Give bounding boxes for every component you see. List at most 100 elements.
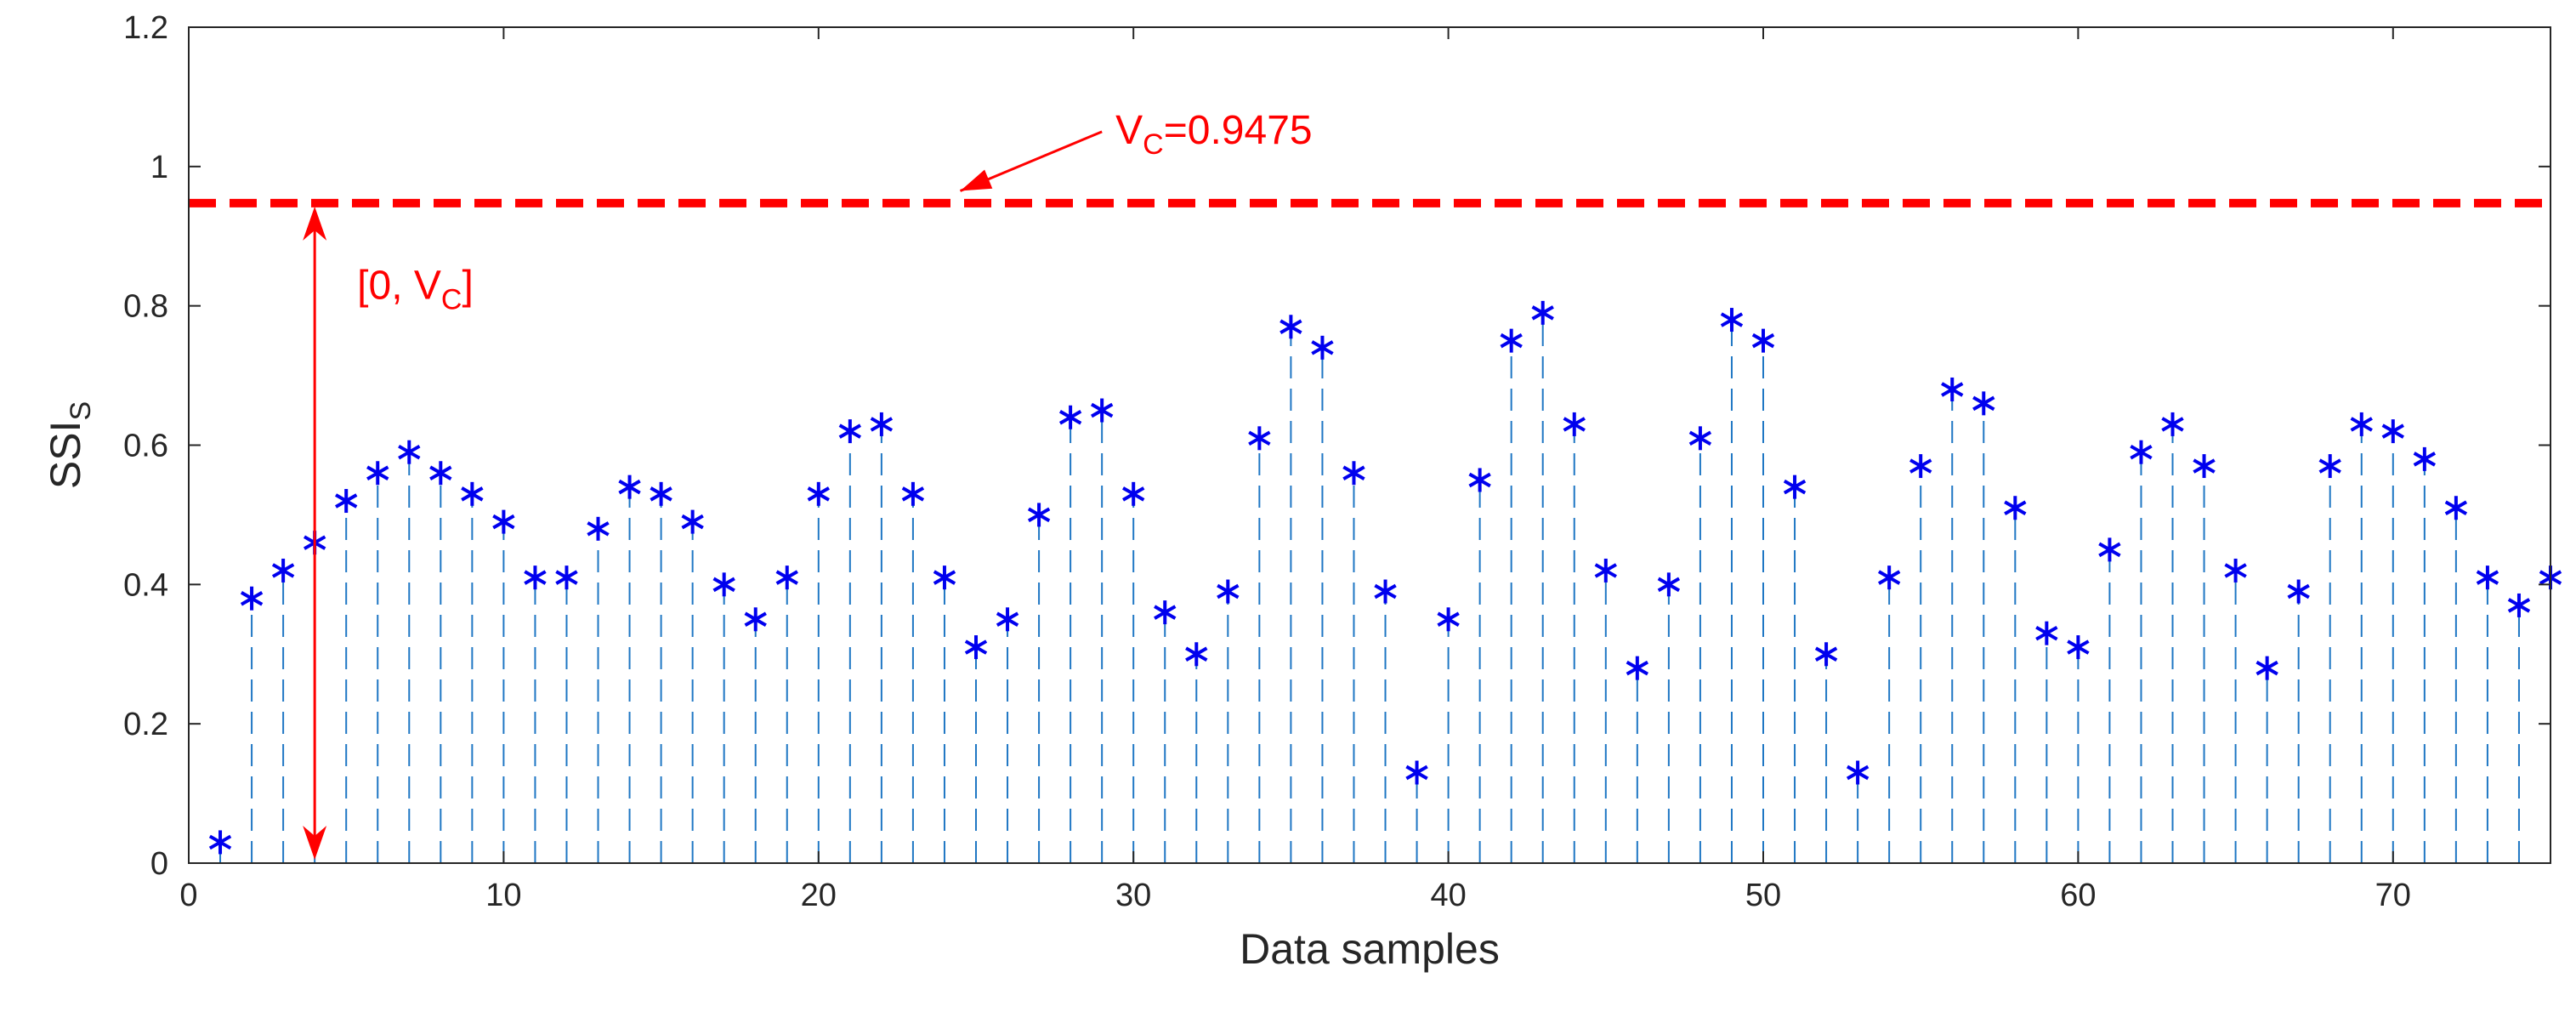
y-tick-label: 0 bbox=[150, 846, 168, 882]
data-point-marker bbox=[1217, 579, 1240, 604]
data-point-marker bbox=[1279, 315, 1302, 339]
data-point-marker bbox=[1626, 656, 1649, 680]
x-tick-label: 30 bbox=[1115, 878, 1151, 913]
data-point-marker bbox=[1720, 308, 1744, 332]
interval-label-subscript: C bbox=[441, 283, 462, 315]
data-point-marker bbox=[838, 419, 862, 444]
x-tick-label: 60 bbox=[2060, 878, 2096, 913]
threshold-label-value: =0.9475 bbox=[1164, 108, 1313, 153]
y-tick-label: 0.8 bbox=[123, 289, 168, 325]
x-axis-title: Data samples bbox=[1240, 925, 1500, 973]
data-point-marker bbox=[1374, 579, 1397, 604]
data-point-marker bbox=[240, 586, 264, 611]
data-point-marker bbox=[1027, 503, 1051, 527]
data-point-marker bbox=[2255, 656, 2278, 680]
y-tick-label: 0.2 bbox=[123, 707, 168, 742]
y-axis-title: SSIS bbox=[42, 401, 97, 489]
data-point-marker bbox=[1090, 398, 1114, 423]
data-point-marker bbox=[901, 481, 925, 506]
data-point-marker bbox=[1437, 607, 1460, 632]
data-point-marker bbox=[2287, 579, 2310, 604]
data-point-marker bbox=[618, 475, 641, 499]
data-point-marker bbox=[775, 565, 798, 590]
data-point-marker bbox=[1500, 328, 1523, 353]
data-point-marker bbox=[870, 412, 894, 436]
x-tick-label: 70 bbox=[2375, 878, 2411, 913]
data-point-marker bbox=[398, 440, 421, 464]
data-point-marker bbox=[429, 461, 452, 486]
data-point-marker bbox=[208, 830, 232, 855]
data-point-marker bbox=[1594, 558, 1617, 583]
data-point-marker bbox=[1122, 481, 1145, 506]
data-point-marker bbox=[2350, 412, 2373, 436]
interval-label-close: ] bbox=[462, 263, 473, 308]
data-point-marker bbox=[1877, 565, 1901, 590]
data-point-marker bbox=[2224, 558, 2247, 583]
interval-label-open: [0, V bbox=[357, 263, 441, 308]
data-point-marker bbox=[2413, 446, 2437, 471]
x-tick-label: 20 bbox=[801, 878, 837, 913]
data-point-marker bbox=[2444, 496, 2468, 520]
data-point-marker bbox=[1342, 461, 1365, 486]
data-point-marker bbox=[366, 461, 389, 486]
data-point-marker bbox=[1783, 475, 1807, 499]
data-point-marker bbox=[1972, 391, 1995, 416]
data-point-marker bbox=[681, 509, 704, 534]
data-point-marker bbox=[335, 489, 358, 514]
data-point-marker bbox=[650, 481, 672, 506]
threshold-label-main: V bbox=[1115, 108, 1143, 153]
interval-label: [0, VC] bbox=[357, 263, 474, 315]
data-point-marker bbox=[524, 565, 547, 590]
data-point-marker bbox=[1846, 760, 1870, 785]
data-point-marker bbox=[2004, 496, 2027, 520]
axis-ticks-layer: 0 10 20 30 40 50 60 70 0 0.2 0.4 0.6 0.8 1 1.2 bbox=[123, 10, 2550, 913]
y-axis-title-main: SSI bbox=[42, 421, 89, 490]
interval-arrowhead-top bbox=[303, 206, 327, 241]
data-point-marker bbox=[1405, 760, 1428, 785]
data-point-marker bbox=[1311, 335, 1334, 360]
annotation-layer bbox=[303, 130, 1103, 860]
y-tick-label: 0.4 bbox=[123, 567, 168, 603]
data-point-marker bbox=[1468, 468, 1491, 492]
data-point-marker bbox=[2318, 454, 2341, 479]
data-point-marker bbox=[1154, 600, 1177, 625]
data-point-marker bbox=[2381, 419, 2404, 444]
y-tick-label: 0.6 bbox=[123, 429, 168, 464]
x-tick-label: 50 bbox=[1745, 878, 1781, 913]
data-point-marker bbox=[996, 607, 1019, 632]
data-point-marker bbox=[587, 516, 610, 541]
stems-layer bbox=[219, 312, 2551, 863]
y-tick-label: 1.2 bbox=[123, 10, 168, 46]
x-tick-label: 10 bbox=[485, 878, 521, 913]
data-point-marker bbox=[492, 509, 515, 534]
data-point-marker bbox=[712, 572, 735, 597]
data-point-marker bbox=[1058, 405, 1082, 429]
data-point-marker bbox=[933, 565, 956, 590]
data-point-marker bbox=[1909, 454, 1932, 479]
data-point-marker bbox=[1185, 642, 1208, 667]
data-point-marker bbox=[2130, 440, 2153, 464]
data-point-marker bbox=[744, 607, 767, 632]
data-point-marker bbox=[1563, 412, 1586, 436]
data-point-marker bbox=[1531, 300, 1554, 325]
data-point-marker bbox=[2476, 565, 2499, 590]
data-point-marker bbox=[807, 481, 830, 506]
data-point-marker bbox=[1751, 328, 1775, 353]
interval-arrowhead-bottom bbox=[303, 826, 327, 860]
data-point-marker bbox=[271, 558, 295, 583]
data-point-marker bbox=[1814, 642, 1838, 667]
data-point-marker bbox=[2098, 537, 2121, 562]
data-point-marker bbox=[2067, 635, 2090, 660]
threshold-pointer-arrowhead bbox=[960, 169, 993, 191]
data-point-marker bbox=[461, 481, 484, 506]
y-axis-title-subscript: S bbox=[65, 401, 97, 421]
y-tick-label: 1 bbox=[150, 150, 168, 185]
data-point-marker bbox=[2507, 593, 2531, 617]
data-point-marker bbox=[2193, 454, 2216, 479]
threshold-label-subscript: C bbox=[1143, 128, 1164, 161]
data-point-marker bbox=[1941, 377, 1964, 401]
x-tick-label: 0 bbox=[179, 878, 197, 913]
x-tick-label: 40 bbox=[1430, 878, 1466, 913]
data-point-marker bbox=[964, 635, 988, 660]
data-point-marker bbox=[555, 565, 578, 590]
